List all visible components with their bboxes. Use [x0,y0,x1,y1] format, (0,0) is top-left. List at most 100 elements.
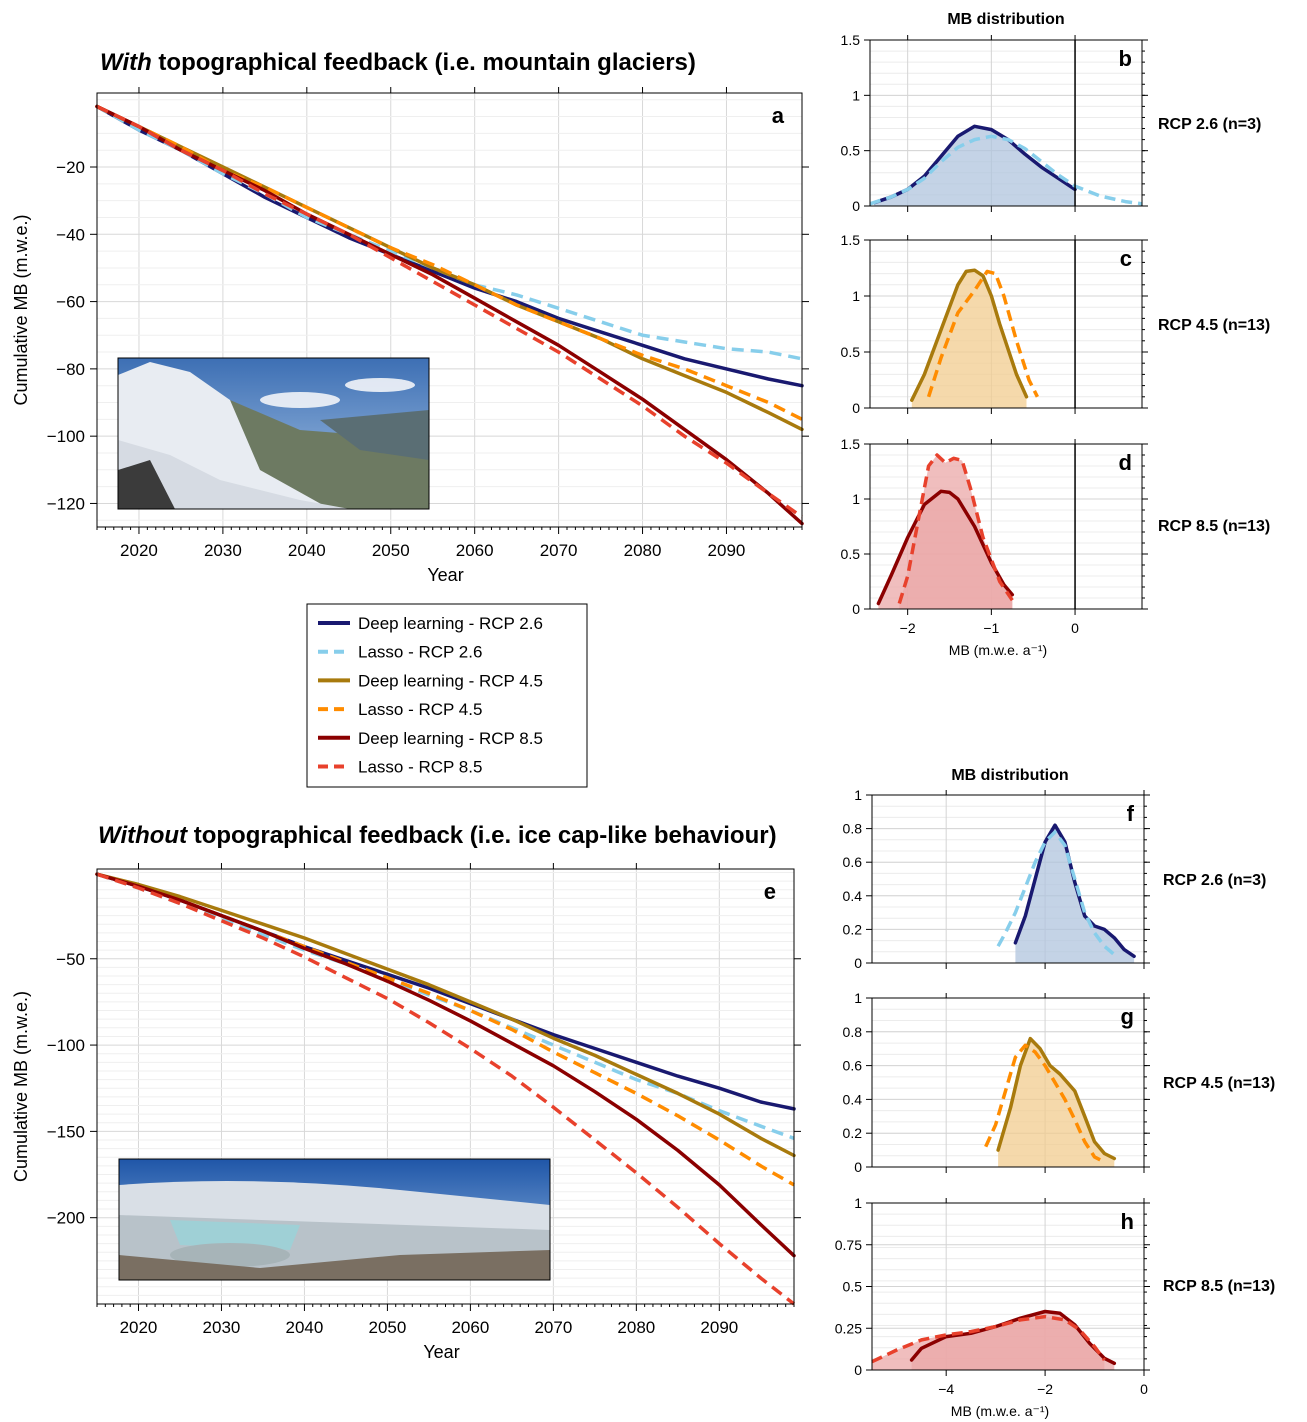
x-tick-label: −4 [938,1381,954,1397]
legend-label-dl45: Deep learning - RCP 4.5 [358,671,543,690]
density-line-dl45 [910,268,1029,402]
title-with-emph: With [100,49,152,76]
y-tick-label: −40 [56,225,85,244]
plot-frame [869,39,1143,207]
y-tick-label: −60 [56,293,85,312]
photo-mountain-glacier [117,357,430,510]
legend-label-lasso45: Lasso - RCP 4.5 [358,700,482,719]
y-tick-label: 1.5 [841,436,861,452]
y-tick-label: 0.5 [843,1279,863,1295]
plot-frame [871,997,1145,1168]
legend-box [306,603,588,788]
chart-h-distribution: 0 0.25 0.5 0.75 1 −4 −2 0 MB (m.w.e. a⁻¹) h [835,1195,1150,1419]
y-tick-label: −20 [56,158,85,177]
y-tick-label: 1.5 [841,232,861,248]
legend-label-lasso26: Lasso - RCP 2.6 [358,643,482,662]
y-tick-label: 0 [854,955,862,971]
density-line-lasso85 [871,1314,1106,1364]
panel-label: b [1119,46,1132,71]
y-tick-label: 1 [852,491,860,507]
x-tick-label: 2080 [624,541,662,560]
y-tick-label: 0 [852,601,860,617]
y-tick-label: −120 [47,494,85,513]
x-tick-label: 2020 [120,541,158,560]
series-line-dl45 [95,872,796,1158]
y-tick-label: 0.75 [835,1237,862,1253]
x-axis-label: Year [427,565,463,585]
density-fill-lasso85 [872,1316,1105,1370]
y-tick-label: 0.6 [843,1058,863,1074]
series-line-lasso26 [96,104,803,361]
y-tick-label: 1 [854,1195,862,1211]
title-without-feedback: Without topographical feedback (i.e. ice… [98,822,777,849]
y-tick-label: 1.5 [841,32,861,48]
y-tick-label: 0.8 [843,1024,863,1040]
series-line-lasso85 [96,104,804,519]
series-line-dl85 [95,872,796,1258]
chart-d-distribution: 0 0.5 1 1.5 −2 −1 0 MB (m.w.e. a⁻¹) d [841,436,1148,658]
title-with-rest: topographical feedback (i.e. mountain gl… [152,49,696,76]
density-line-lasso26 [996,830,1116,956]
y-tick-label: −200 [47,1209,85,1228]
y-tick-label: −100 [47,1036,85,1055]
plot-frame [869,239,1143,409]
chart-f-distribution: 0 0.2 0.4 0.6 0.8 1 f [843,787,1150,971]
y-tick-label: 0 [852,400,860,416]
y-tick-label: 1 [852,87,860,103]
x-tick-label: 2050 [369,1318,407,1337]
chart-b-distribution: 0 0.5 1 1.5 b [841,32,1148,214]
x-tick-label: −2 [900,620,916,636]
series-line-lasso45 [96,872,795,1187]
legend-label-dl85: Deep learning - RCP 8.5 [358,729,543,748]
y-tick-label: 1 [852,288,860,304]
plot-frame [869,443,1143,610]
x-tick-label: 2030 [204,541,242,560]
density-fill-dl45 [998,1038,1115,1167]
density-fill-dl26 [874,126,1075,206]
x-tick-label: 2040 [286,1318,324,1337]
x-tick-label: 2090 [700,1318,738,1337]
y-tick-label: 0.5 [841,143,861,159]
legend-label-dl26: Deep learning - RCP 2.6 [358,614,543,633]
y-tick-label: 0.6 [843,854,863,870]
row-label-d: RCP 8.5 (n=13) [1158,518,1270,535]
x-axis-label: MB (m.w.e. a⁻¹) [951,1403,1049,1419]
panel-label: f [1127,801,1135,826]
photo-ice-cap [118,1158,551,1281]
panel-label: h [1121,1209,1134,1234]
title-without-emph: Without [98,822,188,849]
density-line-lasso45 [926,269,1039,398]
y-tick-label: −80 [56,360,85,379]
x-tick-label: 2090 [708,541,746,560]
y-tick-label: 0 [854,1362,862,1378]
density-fill-dl26 [1015,825,1135,963]
row-label-c: RCP 4.5 (n=13) [1158,317,1270,334]
x-tick-label: 2050 [372,541,410,560]
x-axis-label: Year [423,1342,459,1362]
x-tick-label: 2070 [534,1318,572,1337]
y-tick-label: 0.5 [841,546,861,562]
series-line-lasso85 [96,872,796,1306]
density-line-lasso85 [897,453,1014,605]
x-tick-label: 2080 [617,1318,655,1337]
y-tick-label: 0.2 [843,1125,863,1141]
x-tick-label: 2070 [540,541,578,560]
title-with-feedback: With topographical feedback (i.e. mounta… [100,49,696,76]
panel-label: e [764,879,776,904]
series-line-dl45 [95,104,804,432]
chart-e-ice-cap: 2020 2030 2040 2050 2060 2070 2080 2090 −50 −100 −… [11,863,801,1362]
density-line-dl26 [1013,823,1136,959]
panel-label: d [1119,450,1132,475]
density-line-dl45 [996,1036,1117,1161]
y-tick-label: −150 [47,1122,85,1141]
y-tick-label: 0.5 [841,344,861,360]
x-tick-label: 0 [1140,1381,1148,1397]
x-tick-label: 2040 [288,541,326,560]
x-axis-label: MB (m.w.e. a⁻¹) [949,642,1047,658]
y-tick-label: 0.25 [835,1320,862,1336]
chart-c-distribution: 0 0.5 1 1.5 c [841,232,1148,416]
x-tick-label: 0 [1071,620,1079,636]
x-tick-label: 2020 [120,1318,158,1337]
row-label-g: RCP 4.5 (n=13) [1163,1075,1275,1092]
